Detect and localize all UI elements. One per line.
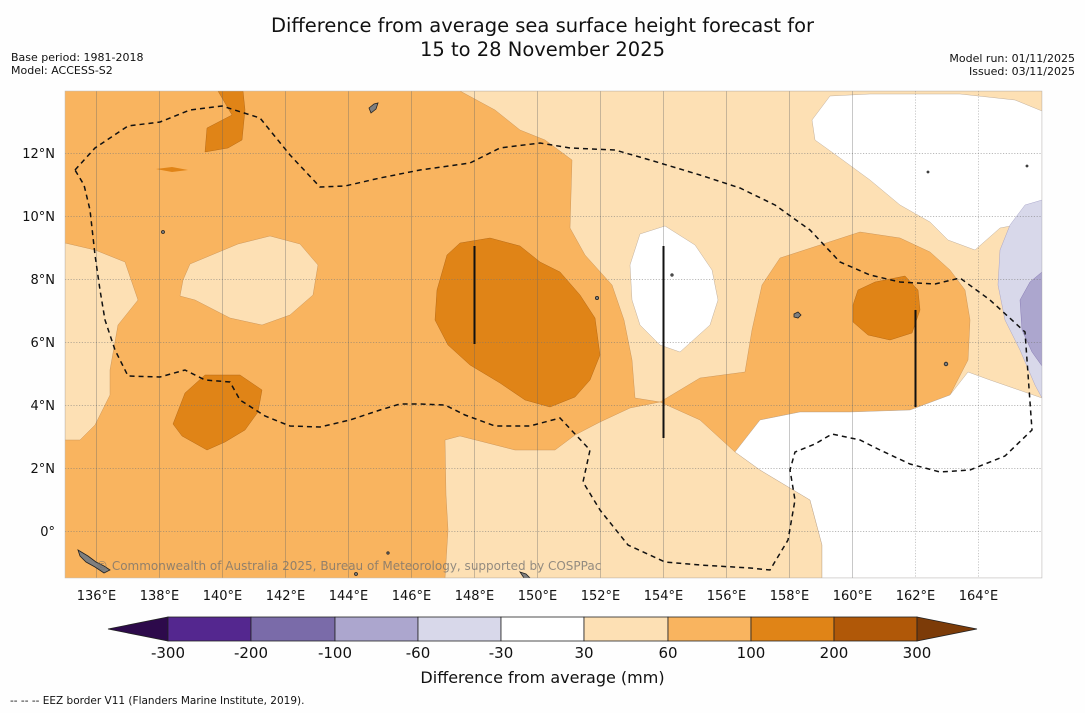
island-dot-3	[161, 230, 165, 234]
lon-label-158e: 158°E	[770, 589, 810, 604]
contour-100-200-nw	[204, 91, 246, 153]
island-dot-8	[386, 551, 390, 555]
meta-right: Model run: 01/11/2025 Issued: 03/11/2025	[949, 52, 1075, 78]
contour-neutral-center	[629, 225, 719, 353]
lon-label-148e: 148°E	[455, 589, 495, 604]
contour-negative-100-60	[1019, 271, 1042, 367]
cb-tick-300: 300	[903, 644, 932, 662]
colorbar-bin-7	[667, 616, 752, 642]
lon-label-144e: 144°E	[329, 589, 369, 604]
cb-tick-m100: -100	[318, 644, 352, 662]
lon-label-152e: 152°E	[581, 589, 621, 604]
contour-100-200-speck	[156, 167, 188, 172]
colorbar-bin-2	[250, 616, 336, 642]
lat-label-6n: 6°N	[31, 336, 56, 351]
lat-label-8n: 8°N	[31, 273, 56, 288]
colorbar-ticks: -300 -200 -100 -60 -30 30 60 100 200 300	[151, 644, 931, 662]
map-title-line1: Difference from average sea surface heig…	[270, 14, 815, 37]
contour-100-200-east	[852, 275, 921, 341]
cb-tick-100: 100	[737, 644, 766, 662]
eez-footnote: -- -- -- EEZ border V11 (Flanders Marine…	[10, 695, 305, 707]
island-dot-5	[1025, 164, 1029, 168]
map-title-line2: 15 to 28 November 2025	[419, 38, 666, 61]
contour-100-200-central	[434, 237, 601, 408]
island-palau	[77, 549, 111, 574]
colorbar-bin-1	[167, 616, 252, 642]
island-dot-6	[926, 170, 930, 174]
island-dot-1	[595, 295, 600, 300]
colorbar-bin-9	[833, 616, 918, 642]
cb-tick-m200: -200	[234, 644, 268, 662]
cb-tick-200: 200	[820, 644, 849, 662]
map-title: Difference from average sea surface heig…	[0, 14, 1085, 62]
contour-100-200-sw	[172, 374, 263, 451]
model-run: Model run: 01/11/2025	[949, 52, 1075, 65]
lat-label-12n: 12°N	[22, 147, 55, 162]
lon-label-146e: 146°E	[392, 589, 432, 604]
lat-label-4n: 4°N	[31, 399, 56, 414]
lon-label-142e: 142°E	[266, 589, 306, 604]
lon-label-138e: 138°E	[140, 589, 180, 604]
cb-tick-60: 60	[658, 644, 677, 662]
base-period: Base period: 1981-2018	[11, 51, 144, 64]
contour-30-60-inner	[179, 235, 319, 326]
solid-meridian-segments	[473, 246, 917, 438]
map-frame	[64, 90, 1043, 579]
lon-labels: 136°E 138°E 140°E 142°E 144°E 146°E 148°…	[77, 589, 999, 604]
lon-label-140e: 140°E	[203, 589, 243, 604]
island-dot-7	[354, 572, 358, 576]
lat-label-0: 0°	[40, 525, 55, 540]
model-name: Model: ACCESS-S2	[11, 64, 113, 77]
lon-label-136e: 136°E	[77, 589, 117, 604]
island-admiralty	[519, 571, 531, 578]
colorbar-over-arrow	[916, 616, 978, 642]
cb-tick-m30: -30	[489, 644, 514, 662]
lon-label-162e: 162°E	[896, 589, 936, 604]
lon-label-164e: 164°E	[959, 589, 999, 604]
lon-label-156e: 156°E	[707, 589, 747, 604]
issued-date: Issued: 03/11/2025	[968, 65, 1075, 78]
lat-label-10n: 10°N	[22, 210, 55, 225]
graticule	[65, 153, 1042, 532]
copyright-watermark: © Commonwealth of Australia 2025, Bureau…	[96, 559, 601, 573]
island-dot-4	[670, 273, 674, 277]
cb-tick-m300: -300	[151, 644, 185, 662]
meta-left: Base period: 1981-2018 Model: ACCESS-S2	[11, 51, 143, 77]
contour-30-60-west	[65, 242, 139, 441]
cb-tick-30: 30	[574, 644, 593, 662]
contour-30-60-south	[444, 401, 823, 578]
colorbar-title: Difference from average (mm)	[420, 668, 665, 687]
map-area: © Commonwealth of Australia 2025, Bureau…	[65, 91, 1042, 578]
colorbar-bin-4	[417, 616, 502, 642]
lon-label-150e: 150°E	[518, 589, 558, 604]
colorbar-bin-6	[583, 616, 669, 642]
lon-label-160e: 160°E	[833, 589, 873, 604]
lat-labels: 12°N 10°N 8°N 6°N 4°N 2°N 0°	[22, 147, 55, 540]
islands	[77, 102, 1029, 578]
cb-tick-m60: -60	[406, 644, 431, 662]
island-pohnpei	[793, 311, 802, 319]
contour-neutral-se	[734, 371, 1042, 578]
colorbar	[107, 616, 978, 642]
colorbar-bin-5	[500, 616, 585, 642]
eez-border	[74, 105, 1033, 571]
lon-label-154e: 154°E	[644, 589, 684, 604]
colorbar-under-arrow	[107, 616, 169, 642]
lat-label-2n: 2°N	[31, 462, 56, 477]
island-dot-2	[943, 361, 949, 367]
colorbar-bin-3	[334, 616, 419, 642]
island-ngulu	[368, 102, 379, 114]
colorbar-bin-8	[750, 616, 835, 642]
